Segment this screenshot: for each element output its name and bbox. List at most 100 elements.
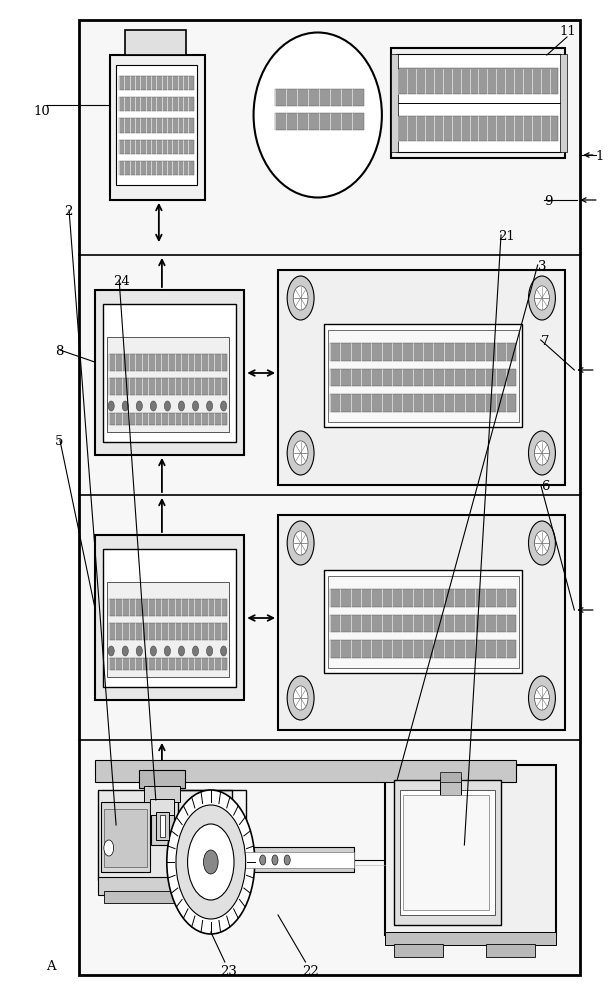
Circle shape bbox=[287, 431, 314, 475]
Bar bbox=[324, 570, 522, 673]
Circle shape bbox=[136, 646, 142, 656]
Bar bbox=[101, 802, 150, 872]
Bar bbox=[328, 576, 519, 668]
Bar bbox=[328, 330, 519, 422]
Circle shape bbox=[284, 855, 290, 865]
Bar bbox=[104, 809, 147, 867]
Text: 10: 10 bbox=[34, 105, 50, 118]
Bar bbox=[95, 290, 244, 455]
Bar bbox=[160, 815, 165, 837]
Text: 11: 11 bbox=[559, 25, 576, 38]
Text: 5: 5 bbox=[55, 435, 64, 448]
Circle shape bbox=[207, 401, 213, 411]
Bar bbox=[119, 76, 194, 90]
Bar bbox=[98, 877, 232, 895]
Ellipse shape bbox=[254, 32, 382, 198]
Bar bbox=[330, 615, 516, 632]
Circle shape bbox=[272, 855, 278, 865]
Bar bbox=[324, 324, 522, 427]
Bar bbox=[109, 413, 227, 425]
Text: 23: 23 bbox=[220, 965, 237, 978]
Bar bbox=[119, 161, 194, 175]
Bar bbox=[104, 891, 226, 903]
Text: A: A bbox=[46, 960, 56, 973]
Circle shape bbox=[150, 646, 156, 656]
Circle shape bbox=[293, 441, 308, 465]
Circle shape bbox=[293, 286, 308, 310]
Bar bbox=[385, 765, 556, 935]
Bar bbox=[275, 113, 364, 130]
Bar bbox=[98, 790, 232, 880]
Circle shape bbox=[529, 276, 555, 320]
Circle shape bbox=[122, 646, 128, 656]
Circle shape bbox=[108, 401, 114, 411]
Circle shape bbox=[176, 805, 246, 919]
Circle shape bbox=[535, 286, 549, 310]
Bar bbox=[244, 852, 354, 868]
Bar bbox=[103, 304, 236, 442]
Bar bbox=[119, 118, 194, 133]
Text: 2: 2 bbox=[64, 205, 73, 218]
Bar bbox=[330, 640, 516, 658]
Bar bbox=[109, 599, 227, 616]
Circle shape bbox=[122, 401, 128, 411]
Bar bbox=[278, 515, 565, 730]
Circle shape bbox=[221, 401, 227, 411]
Bar bbox=[109, 623, 227, 640]
Bar bbox=[394, 780, 501, 925]
Circle shape bbox=[104, 840, 114, 856]
Text: 8: 8 bbox=[55, 345, 64, 358]
Bar bbox=[278, 270, 565, 485]
Bar bbox=[440, 777, 461, 795]
Circle shape bbox=[188, 824, 234, 900]
Circle shape bbox=[287, 676, 314, 720]
Bar bbox=[275, 89, 364, 106]
Bar bbox=[119, 97, 194, 111]
Circle shape bbox=[136, 401, 142, 411]
Circle shape bbox=[287, 276, 314, 320]
Text: 7: 7 bbox=[541, 335, 549, 348]
Circle shape bbox=[167, 790, 255, 934]
Bar bbox=[95, 760, 516, 782]
Circle shape bbox=[535, 441, 549, 465]
Bar bbox=[156, 812, 169, 840]
Circle shape bbox=[192, 646, 199, 656]
Text: 9: 9 bbox=[544, 195, 552, 208]
Text: 1: 1 bbox=[596, 150, 604, 163]
Circle shape bbox=[535, 531, 549, 555]
Circle shape bbox=[529, 521, 555, 565]
Bar bbox=[119, 140, 194, 154]
Text: 21: 21 bbox=[498, 230, 514, 243]
Bar bbox=[178, 790, 246, 895]
Circle shape bbox=[529, 676, 555, 720]
Bar bbox=[330, 589, 516, 607]
Circle shape bbox=[108, 646, 114, 656]
Bar bbox=[151, 780, 174, 845]
Circle shape bbox=[178, 646, 185, 656]
Bar bbox=[398, 116, 558, 141]
Circle shape bbox=[221, 646, 227, 656]
Bar bbox=[330, 394, 516, 412]
Bar bbox=[95, 535, 244, 700]
Bar bbox=[330, 343, 516, 361]
Bar bbox=[109, 658, 227, 670]
Circle shape bbox=[293, 531, 308, 555]
Circle shape bbox=[207, 646, 213, 656]
Bar bbox=[109, 378, 227, 395]
Bar bbox=[150, 799, 174, 815]
Circle shape bbox=[260, 855, 266, 865]
Text: 3: 3 bbox=[538, 260, 546, 273]
Bar bbox=[391, 48, 565, 158]
Bar bbox=[330, 369, 516, 386]
Circle shape bbox=[529, 431, 555, 475]
Bar bbox=[385, 932, 556, 945]
Bar bbox=[394, 944, 443, 957]
Bar bbox=[139, 770, 185, 788]
Bar bbox=[403, 795, 489, 910]
Circle shape bbox=[150, 401, 156, 411]
Bar bbox=[244, 847, 354, 872]
Bar bbox=[79, 20, 580, 975]
Bar bbox=[391, 54, 398, 152]
Bar bbox=[396, 54, 561, 152]
Circle shape bbox=[178, 401, 185, 411]
